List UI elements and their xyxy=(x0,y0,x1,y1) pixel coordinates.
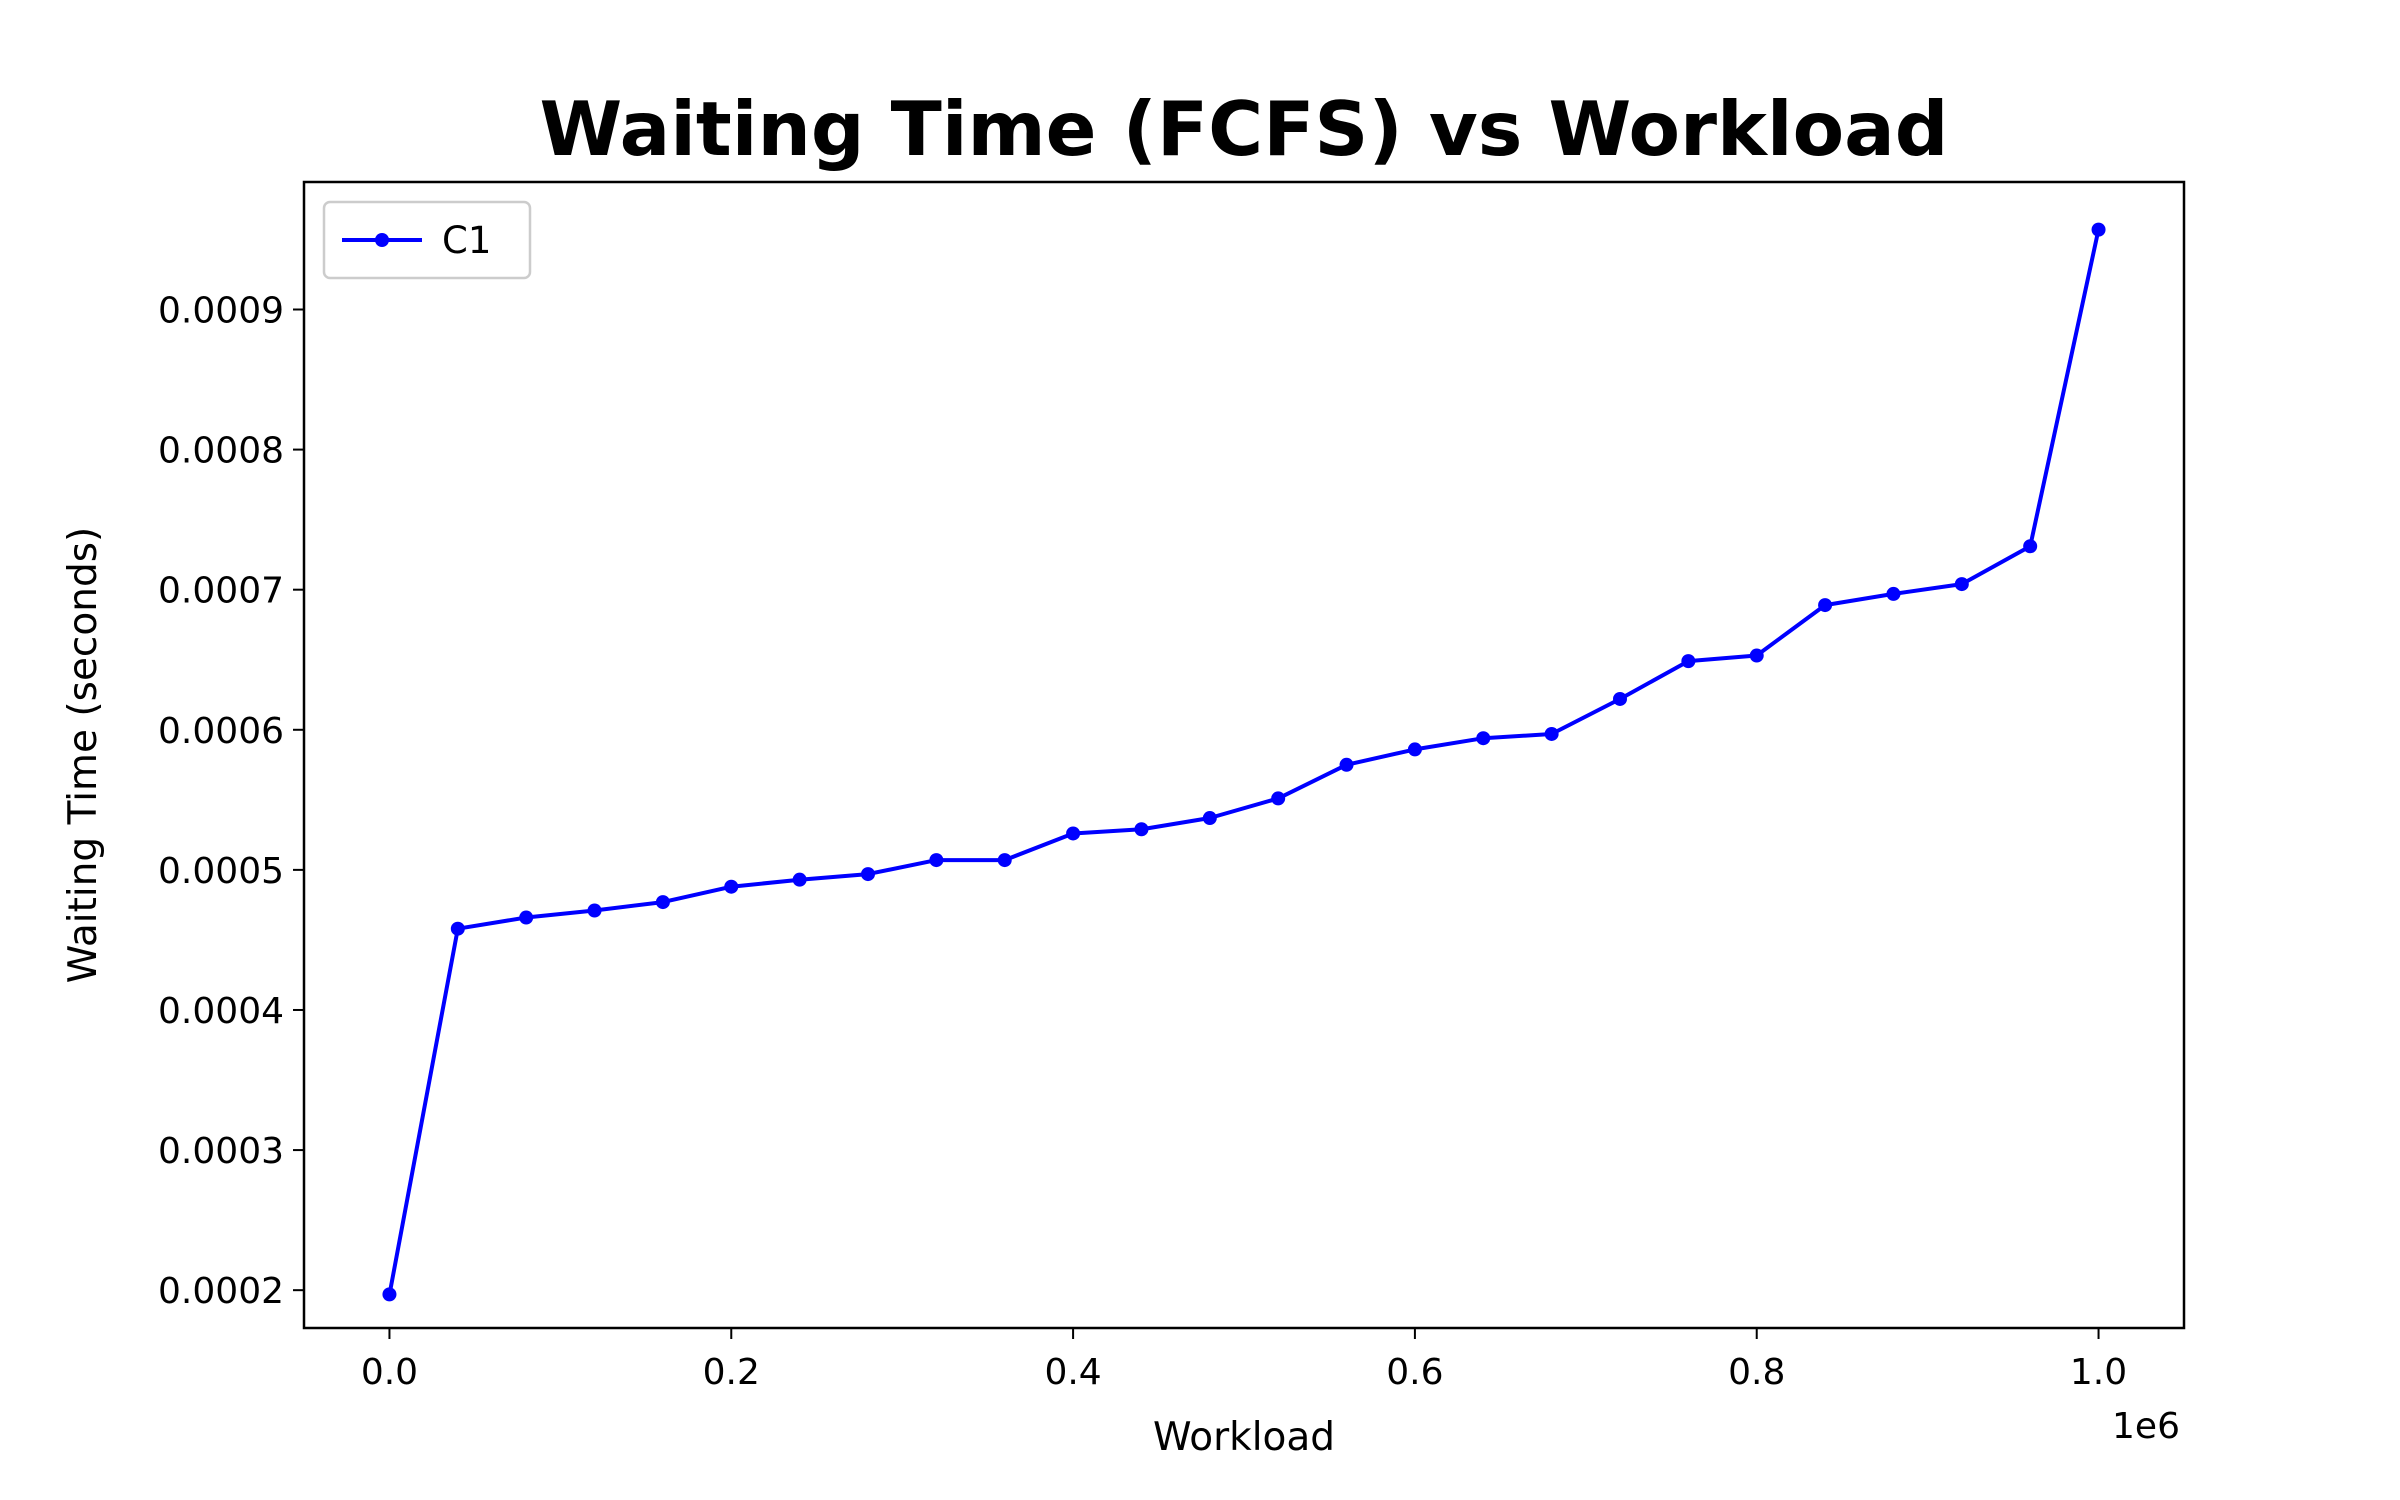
y-tick-label: 0.0003 xyxy=(158,1131,284,1172)
series-line xyxy=(387,229,2101,1295)
data-point xyxy=(1476,731,1491,746)
data-point xyxy=(997,853,1012,868)
x-tick-label: 0.4 xyxy=(1044,1352,1101,1393)
y-axis-label: Waiting Time (seconds) xyxy=(61,527,106,983)
data-point xyxy=(1066,826,1081,841)
y-tick-label: 0.0004 xyxy=(158,991,284,1032)
data-point xyxy=(929,853,944,868)
y-tick-label: 0.0009 xyxy=(158,290,284,331)
data-point xyxy=(1818,598,1833,613)
x-axis-offset-text: 1e6 xyxy=(2112,1406,2180,1447)
data-point xyxy=(1681,654,1696,669)
y-tick-label: 0.0007 xyxy=(158,571,284,612)
data-point xyxy=(519,910,534,925)
legend-marker xyxy=(375,233,389,247)
data-point xyxy=(450,921,465,936)
y-tick-label: 0.0005 xyxy=(158,851,284,892)
data-point xyxy=(792,872,807,887)
data-point xyxy=(587,903,602,918)
data-point xyxy=(1271,791,1286,806)
data-point xyxy=(1954,577,1969,592)
x-tick-label: 0.8 xyxy=(1728,1352,1785,1393)
data-point xyxy=(1339,757,1354,772)
y-tick-label: 0.0002 xyxy=(158,1271,284,1312)
data-point xyxy=(861,867,875,882)
plot-frame xyxy=(302,180,2186,1330)
y-tick-label: 0.0008 xyxy=(158,431,284,472)
y-tick-label: 0.0006 xyxy=(158,711,284,752)
legend: C1 xyxy=(322,200,532,280)
data-point xyxy=(1749,648,1764,663)
plot-area: 0.0 0.2 0.4 0.6 0.8 1.0 0.0002 0.0003 0.0004 0.00… xyxy=(158,180,2186,1393)
data-point xyxy=(1134,822,1149,837)
data-point xyxy=(1544,726,1559,741)
x-tick-label: 1.0 xyxy=(2070,1352,2127,1393)
data-point xyxy=(2091,222,2106,237)
legend-box xyxy=(322,200,532,280)
x-axis-label: Workload xyxy=(1153,1415,1335,1460)
data-point xyxy=(2023,539,2038,554)
data-point xyxy=(655,895,670,910)
data-point xyxy=(1886,586,1901,601)
data-point xyxy=(1202,811,1217,826)
data-point xyxy=(382,1287,397,1302)
x-tick-label: 0.2 xyxy=(703,1352,760,1393)
legend-label: C1 xyxy=(442,219,491,262)
data-point xyxy=(1613,691,1627,706)
x-tick-label: 0.6 xyxy=(1386,1352,1443,1393)
chart-title: Waiting Time (FCFS) vs Workload xyxy=(540,85,1949,173)
data-point xyxy=(1407,742,1422,757)
data-point xyxy=(724,879,739,894)
x-tick-label: 0.0 xyxy=(361,1352,418,1393)
